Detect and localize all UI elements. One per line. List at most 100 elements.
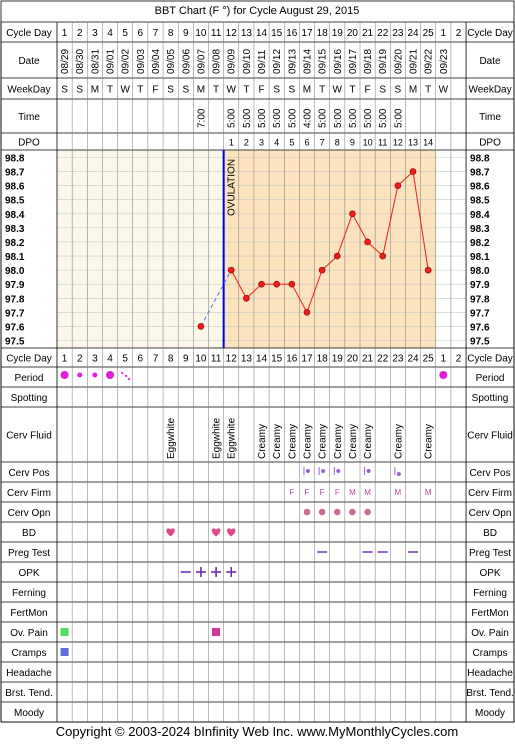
dpo-cell: 12 [393, 138, 403, 148]
row-label-time: Time [18, 112, 40, 123]
time-cell: 5:00 [318, 108, 329, 128]
row-label-right-brst-tend: Brst. Tend. [466, 688, 514, 699]
dpo-cell: 10 [363, 138, 373, 148]
bd-heart-icon [166, 528, 175, 537]
row-label-cerv-pos: Cerv Pos [8, 468, 49, 479]
weekday-cell: T [107, 85, 113, 96]
weekday-cell: M [197, 85, 205, 96]
weekday-cell: M [91, 85, 99, 96]
ov-pain-mark [60, 628, 69, 636]
time-cell: 5:00 [393, 108, 404, 128]
temp-point [333, 252, 341, 260]
date-cell: 09/13 [287, 49, 298, 74]
cerv-opn-mark [349, 508, 356, 516]
row-label-right-spotting: Spotting [472, 393, 509, 404]
temp-line-segment [382, 185, 399, 257]
temp-point [364, 238, 371, 246]
temp-tick-left: 98.7 [5, 168, 25, 179]
cycle-day-cell: 5 [122, 354, 128, 365]
temp-point [273, 280, 280, 288]
temp-point [243, 294, 250, 302]
period-mark [106, 371, 115, 379]
cerv-opn-mark [303, 508, 311, 516]
cycle-day-cell: 1 [62, 28, 68, 39]
date-cell: 09/16 [333, 49, 344, 74]
weekday-cell: S [167, 85, 174, 96]
cycle-day-cell: 15 [271, 354, 283, 365]
cerv-fluid-mark: Creamy [348, 424, 359, 459]
cycle-day-cell: 17 [301, 354, 313, 365]
temp-line-segment [351, 213, 369, 243]
time-cell: 5:00 [378, 108, 389, 128]
row-label-fertmon: FertMon [10, 608, 47, 619]
weekday-cell: S [182, 85, 189, 96]
time-cell: 5:00 [363, 108, 374, 128]
temp-line-segment [321, 255, 338, 271]
cycle-day-cell: 6 [138, 28, 144, 39]
period-mark [439, 371, 448, 379]
dpo-cell: 7 [320, 138, 325, 148]
cycle-day-cell: 17 [301, 28, 313, 39]
date-cell: 09/05 [166, 49, 177, 74]
cerv-opn-mark [318, 508, 326, 516]
cerv-fluid-mark: Creamy [318, 424, 329, 459]
cycle-day-cell: 20 [347, 28, 359, 39]
cycle-day-cell: 25 [423, 354, 435, 365]
temp-tick-left: 98.1 [5, 252, 25, 263]
temp-tick-left: 98.5 [5, 196, 25, 207]
row-label-cycle-day: Cycle Day [6, 354, 52, 365]
temp-tick-left: 98.0 [5, 266, 25, 277]
date-cell: 08/29 [60, 49, 71, 74]
temp-tick-left: 97.9 [5, 280, 25, 291]
weekday-cell: T [243, 85, 249, 96]
row-label-moody: Moody [14, 708, 44, 719]
cycle-day-cell: 16 [286, 28, 298, 39]
dpo-cell: 14 [423, 138, 433, 148]
row-label-right-ferning: Ferning [473, 588, 507, 599]
weekday-cell: T [213, 85, 219, 96]
cycle-day-cell: 18 [317, 354, 329, 365]
cycle-day-cell: 25 [423, 28, 435, 39]
temp-line-segment [397, 171, 414, 187]
date-cell: 09/22 [424, 49, 435, 74]
cerv-fluid-mark: Eggwhite [166, 417, 177, 459]
cerv-pos-mark [305, 469, 310, 473]
cycle-day-cell: 13 [241, 354, 253, 365]
date-cell: 09/21 [409, 49, 420, 74]
row-label-right-preg-test: Preg Test [469, 548, 511, 559]
cerv-fluid-mark: Creamy [287, 424, 298, 459]
dpo-cell: 6 [304, 138, 309, 148]
cerv-firm-mark: M [364, 488, 371, 497]
date-cell: 09/07 [196, 49, 207, 74]
cerv-firm-mark: M [395, 488, 402, 497]
temp-tick-left: 98.6 [5, 182, 25, 193]
temp-tick-right: 98.3 [470, 224, 490, 235]
pre-ovulation-area [57, 150, 224, 348]
cycle-day-cell: 13 [241, 28, 253, 39]
period-mark [120, 371, 124, 375]
temp-tick-left: 98.3 [5, 224, 25, 235]
row-label-preg-test: Preg Test [8, 548, 50, 559]
temp-tick-right: 98.0 [470, 266, 490, 277]
temp-tick-right: 97.5 [470, 337, 490, 348]
weekday-cell: S [395, 85, 402, 96]
row-label-period: Period [15, 373, 44, 384]
date-cell: 09/06 [181, 49, 192, 74]
time-cell: 5:00 [287, 108, 298, 128]
cycle-day-cell: 14 [256, 354, 268, 365]
temp-tick-right: 98.6 [470, 182, 490, 193]
cycle-day-cell: 9 [183, 354, 189, 365]
temp-point [318, 266, 326, 274]
cycle-day-cell: 2 [77, 28, 83, 39]
cycle-day-cell: 21 [362, 28, 374, 39]
temp-point [349, 210, 356, 218]
weekday-cell: W [439, 85, 449, 96]
row-label-opk: OPK [18, 568, 39, 579]
temp-tick-right: 97.6 [470, 322, 490, 333]
row-label-headache: Headache [6, 668, 52, 679]
period-mark [127, 377, 131, 381]
cycle-day-cell: 12 [226, 354, 238, 365]
date-cell: 09/08 [212, 49, 223, 74]
cycle-day-cell: 11 [211, 354, 222, 365]
cerv-fluid-mark: Creamy [257, 424, 268, 459]
